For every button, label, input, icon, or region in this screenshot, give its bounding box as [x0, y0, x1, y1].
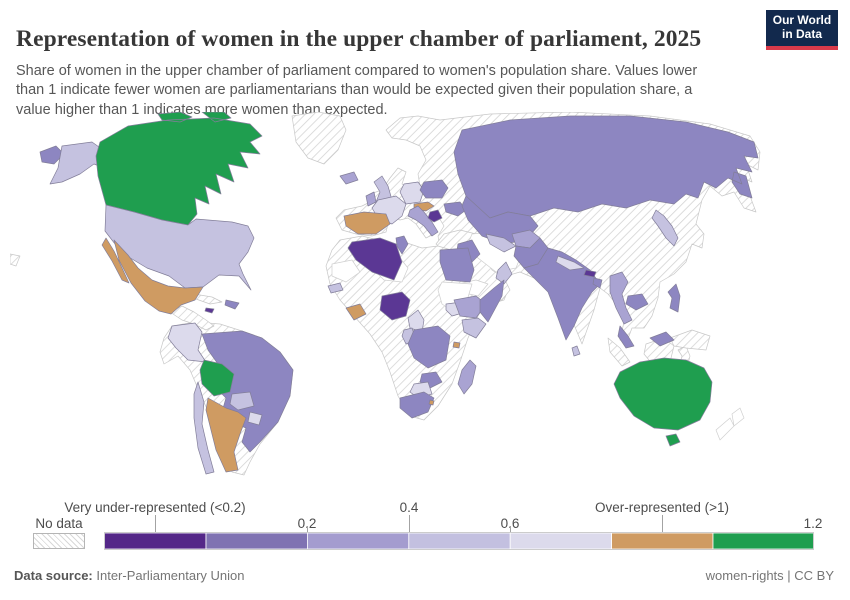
country-iceland[interactable] — [339, 171, 359, 185]
country-eswatini[interactable] — [428, 399, 435, 406]
data-source: Data source: Inter-Parliamentary Union — [14, 568, 244, 583]
legend-tick — [662, 515, 663, 533]
country-philippines[interactable] — [667, 283, 681, 313]
legend-tick — [155, 515, 156, 533]
legend-no-data-swatch[interactable] — [33, 533, 85, 549]
country-thailand[interactable] — [609, 271, 633, 325]
map-legend: Very under-represented (<0.2) 0.4 Over-r… — [0, 496, 850, 558]
country-somalia[interactable] — [479, 279, 505, 323]
country-kenya[interactable] — [461, 317, 487, 339]
country-new-zealand[interactable] — [715, 407, 745, 441]
legend-label-0-2: 0.2 — [297, 516, 317, 531]
legend-tick — [307, 526, 308, 533]
country-drc[interactable] — [407, 325, 451, 369]
license-note[interactable]: women-rights | CC BY — [705, 568, 834, 583]
country-poland[interactable] — [419, 179, 449, 199]
country-japan[interactable] — [651, 209, 679, 247]
legend-label-1-2: 1.2 — [803, 516, 823, 531]
country-russia-chukotka[interactable] — [39, 145, 65, 165]
country-algeria[interactable] — [347, 237, 403, 281]
legend-bin-1[interactable] — [104, 532, 207, 550]
country-senegal[interactable] — [327, 282, 344, 294]
country-oman[interactable] — [495, 261, 513, 285]
legend-bin-2[interactable] — [205, 532, 308, 550]
great-lakes — [208, 211, 240, 220]
legend-bar-outline — [104, 532, 814, 550]
chart-subtitle: Share of women in the upper chamber of p… — [16, 62, 698, 118]
legend-tick — [510, 526, 511, 533]
country-mexico[interactable] — [101, 237, 204, 315]
country-italy[interactable] — [407, 205, 439, 237]
pacific-fragment — [10, 253, 21, 267]
legend-label-0-4: 0.4 — [399, 500, 419, 515]
region-central-america-nodata[interactable] — [169, 305, 215, 331]
legend-bin-4[interactable] — [408, 532, 511, 550]
country-romania[interactable] — [443, 201, 467, 217]
legend-label-no-data: No data — [35, 516, 83, 531]
country-uzbekistan[interactable] — [485, 233, 517, 253]
country-madagascar[interactable] — [457, 359, 477, 395]
country-cuba[interactable] — [193, 293, 223, 305]
owid-logo-line1: Our World — [772, 13, 832, 28]
country-canada[interactable] — [95, 112, 263, 226]
country-bosnia[interactable] — [427, 209, 443, 223]
legend-bin-3[interactable] — [306, 532, 410, 550]
country-burundi[interactable] — [452, 341, 461, 349]
country-paraguay[interactable] — [229, 391, 255, 411]
country-nepal[interactable] — [555, 255, 585, 271]
country-greenland[interactable] — [291, 112, 347, 165]
country-chile[interactable] — [193, 381, 215, 475]
country-ireland[interactable] — [365, 191, 377, 207]
legend-bin-6[interactable] — [611, 532, 714, 550]
legend-label-0-6: 0.6 — [500, 516, 520, 531]
country-tunisia[interactable] — [395, 235, 409, 255]
chart-footer: Data source: Inter-Parliamentary Union w… — [14, 568, 834, 583]
country-germany[interactable] — [399, 181, 425, 205]
legend-bin-5[interactable] — [509, 532, 613, 550]
country-india[interactable] — [523, 247, 601, 341]
country-nigeria[interactable] — [379, 291, 411, 321]
country-bhutan[interactable] — [583, 269, 597, 278]
page-title: Representation of women in the upper cha… — [16, 25, 702, 52]
data-source-value[interactable]: Inter-Parliamentary Union — [92, 568, 245, 583]
country-bolivia[interactable] — [199, 359, 235, 397]
legend-bin-7[interactable] — [712, 532, 814, 550]
owid-logo[interactable]: Our World in Data — [766, 10, 838, 50]
country-hispaniola[interactable] — [224, 299, 240, 310]
country-australia[interactable] — [613, 357, 713, 447]
country-argentina[interactable] — [205, 397, 247, 473]
country-malaysia[interactable] — [617, 325, 675, 349]
country-papua-new-guinea[interactable] — [669, 329, 711, 351]
legend-color-bar — [104, 532, 814, 550]
legend-label-very-under: Very under-represented (<0.2) — [64, 500, 246, 515]
country-uruguay[interactable] — [247, 411, 263, 426]
country-bangladesh[interactable] — [592, 277, 603, 289]
world-map — [10, 112, 761, 476]
country-liberia[interactable] — [345, 303, 367, 321]
legend-tick — [409, 515, 410, 533]
country-usa[interactable] — [104, 204, 255, 291]
legend-label-over: Over-represented (>1) — [595, 500, 729, 515]
country-jamaica[interactable] — [204, 307, 215, 314]
country-cameroon[interactable] — [407, 309, 425, 333]
country-south-africa[interactable] — [399, 391, 435, 419]
owid-logo-line2: in Data — [781, 27, 822, 41]
country-egypt[interactable] — [439, 247, 475, 283]
country-russia[interactable] — [453, 115, 759, 219]
country-spain[interactable] — [343, 211, 391, 235]
country-cambodia[interactable] — [625, 293, 649, 311]
country-mauritania[interactable] — [331, 259, 361, 283]
country-srilanka[interactable] — [571, 345, 581, 357]
data-source-label: Data source: — [14, 568, 93, 583]
